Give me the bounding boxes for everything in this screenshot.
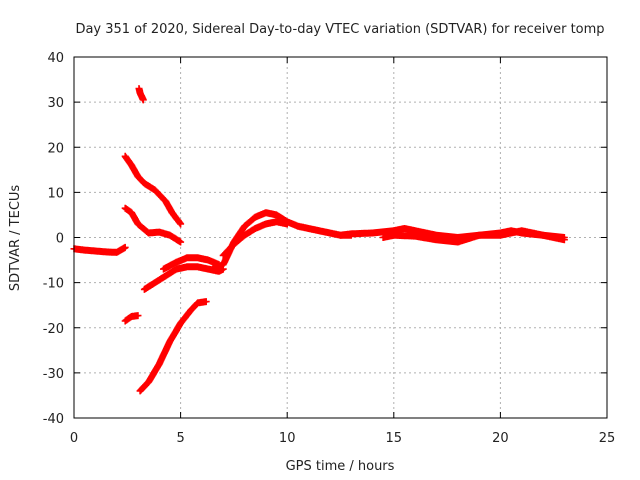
series-arc-early-negative [70, 243, 129, 256]
x-tick-label: 15 [386, 431, 403, 446]
y-tick-label: 30 [47, 96, 64, 111]
y-tick-label: -20 [43, 322, 64, 337]
y-tick-label: 20 [47, 141, 64, 156]
data-marks [70, 85, 568, 395]
marker-path [121, 152, 185, 228]
series-arc-main-lower [219, 218, 291, 259]
y-tick-label: 10 [47, 186, 64, 201]
marker-path [135, 85, 147, 104]
marker-path [121, 204, 185, 246]
marker-path [379, 227, 568, 246]
marker-path [70, 243, 129, 256]
series-arc-descending-mid [121, 204, 185, 246]
y-tick-label: 40 [47, 51, 64, 66]
series-arc-deep-rising [136, 298, 210, 395]
chart-title: Day 351 of 2020, Sidereal Day-to-day VTE… [75, 22, 604, 37]
series-arc-spike-top [135, 85, 147, 104]
x-tick-label: 0 [70, 431, 78, 446]
y-axis-label: SDTVAR / TECUs [8, 185, 23, 292]
y-tick-label: -30 [43, 367, 64, 382]
x-tick-label: 5 [176, 431, 184, 446]
x-tick-label: 10 [279, 431, 296, 446]
y-tick-label: -40 [43, 412, 64, 427]
x-axis-label: GPS time / hours [286, 459, 395, 474]
marker-path [219, 218, 291, 259]
series-arc-mid-flat [160, 254, 223, 273]
marker-path [121, 312, 142, 325]
marker-path [160, 254, 223, 273]
x-tick-label: 20 [492, 431, 509, 446]
series-arc-short-small [121, 312, 142, 325]
series-arc-late-lower [379, 227, 568, 246]
marker-path [209, 209, 355, 273]
marker-path [136, 298, 210, 395]
axis-ticks: 0 5 10 15 20 25 -40 -30 -20 -10 0 10 20 30 40 [43, 51, 616, 446]
y-tick-label: -10 [43, 277, 64, 292]
series-arc-main-rise [209, 209, 355, 273]
y-tick-label: 0 [56, 232, 64, 247]
x-tick-label: 25 [599, 431, 616, 446]
series-arc-descending-high [121, 152, 185, 228]
